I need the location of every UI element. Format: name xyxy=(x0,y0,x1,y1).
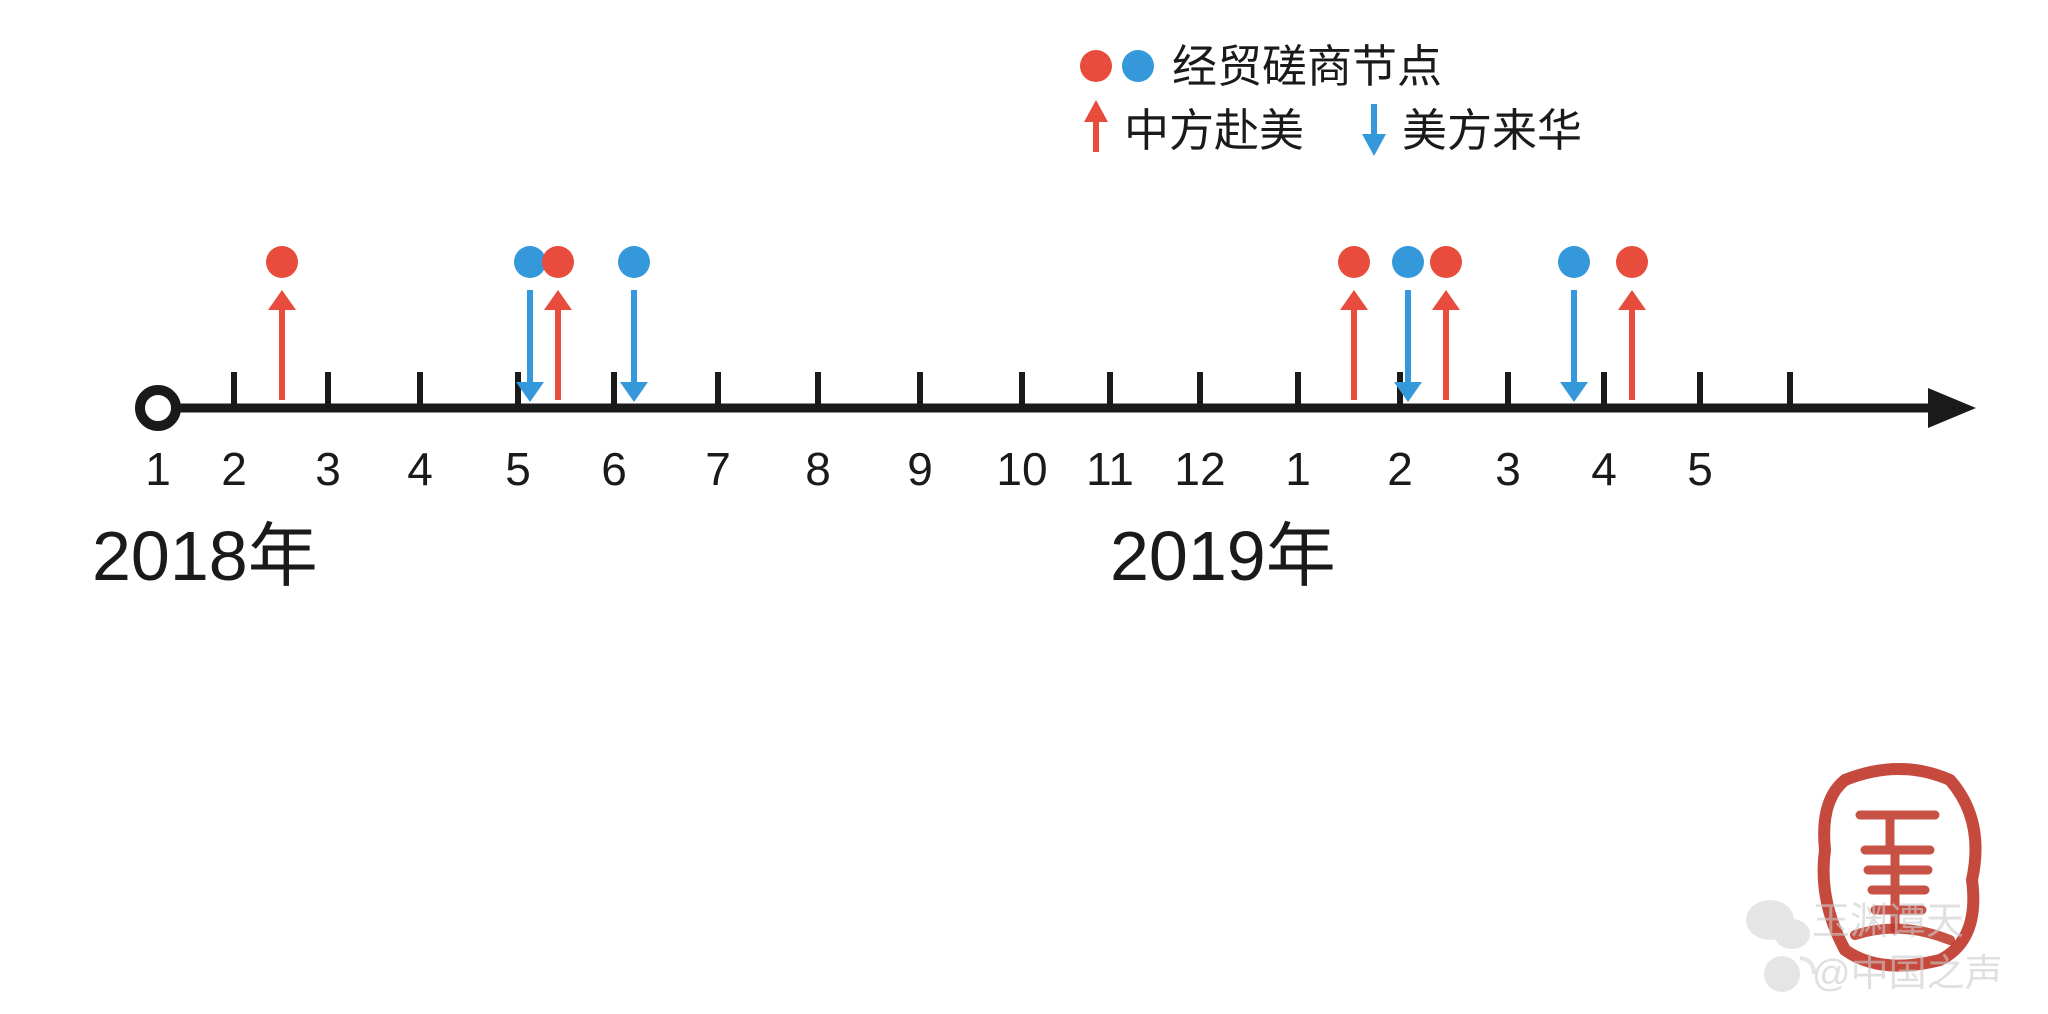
axis-arrowhead-icon xyxy=(1928,388,1976,428)
month-label: 7 xyxy=(705,443,731,495)
month-label: 11 xyxy=(1086,443,1134,495)
month-label: 4 xyxy=(1591,443,1617,495)
arrow-down-icon xyxy=(1560,382,1588,402)
month-label: 12 xyxy=(1174,443,1225,495)
event-dot xyxy=(1392,246,1424,278)
timeline-chart: 经贸磋商节点 中方赴美 美方来华 12345678910111212345 20… xyxy=(0,0,2048,1014)
month-label: 5 xyxy=(1687,443,1713,495)
event-dot xyxy=(1558,246,1590,278)
legend-arrow-red-up xyxy=(1084,100,1108,152)
arrow-down-icon xyxy=(620,382,648,402)
legend: 经贸磋商节点 中方赴美 美方来华 xyxy=(1080,41,1582,156)
watermark-line2: @中国之声 xyxy=(1812,953,2003,995)
month-label: 3 xyxy=(315,443,341,495)
month-label: 2 xyxy=(1387,443,1413,495)
event-china-to-us xyxy=(266,246,298,400)
event-us-to-china xyxy=(1392,246,1424,402)
month-label: 6 xyxy=(601,443,627,495)
event-us-to-china xyxy=(1558,246,1590,402)
axis-ticks xyxy=(234,372,1790,408)
arrow-up-icon xyxy=(268,290,296,310)
year-label-2019: 2019年 xyxy=(1110,517,1336,595)
legend-arrow-blue-down xyxy=(1362,104,1386,156)
event-dot xyxy=(266,246,298,278)
year-label-2018: 2018年 xyxy=(92,517,318,595)
month-label: 2 xyxy=(221,443,247,495)
legend-dot-blue xyxy=(1122,50,1154,82)
legend-label-china-to-us: 中方赴美 xyxy=(1124,105,1304,156)
arrow-up-icon xyxy=(1340,290,1368,310)
event-us-to-china xyxy=(618,246,650,402)
legend-label-node: 经贸磋商节点 xyxy=(1172,41,1442,92)
arrow-up-icon xyxy=(544,290,572,310)
month-label: 4 xyxy=(407,443,433,495)
timeline-axis: 12345678910111212345 2018年 2019年 xyxy=(92,372,1976,595)
legend-label-us-to-china: 美方来华 xyxy=(1402,105,1582,156)
event-dot xyxy=(514,246,546,278)
legend-dot-red xyxy=(1080,50,1112,82)
watermark-line1: 玉渊谭天 xyxy=(1812,901,1964,943)
event-dot xyxy=(1338,246,1370,278)
month-label: 9 xyxy=(907,443,933,495)
event-dot xyxy=(1616,246,1648,278)
event-dot xyxy=(618,246,650,278)
month-label: 1 xyxy=(145,443,171,495)
event-markers xyxy=(266,246,1648,402)
month-label: 8 xyxy=(805,443,831,495)
arrow-up-icon xyxy=(1618,290,1646,310)
weibo-icon xyxy=(1764,956,1814,992)
event-china-to-us xyxy=(1430,246,1462,400)
month-label: 3 xyxy=(1495,443,1521,495)
month-labels: 12345678910111212345 xyxy=(145,443,1713,495)
event-china-to-us xyxy=(542,246,574,400)
arrow-up-icon xyxy=(1432,290,1460,310)
event-dot xyxy=(542,246,574,278)
month-label: 10 xyxy=(996,443,1047,495)
axis-origin-circle xyxy=(140,390,176,426)
wechat-icon xyxy=(1746,900,1810,949)
month-label: 1 xyxy=(1285,443,1311,495)
event-dot xyxy=(1430,246,1462,278)
event-china-to-us xyxy=(1616,246,1648,400)
event-china-to-us xyxy=(1338,246,1370,400)
month-label: 5 xyxy=(505,443,531,495)
